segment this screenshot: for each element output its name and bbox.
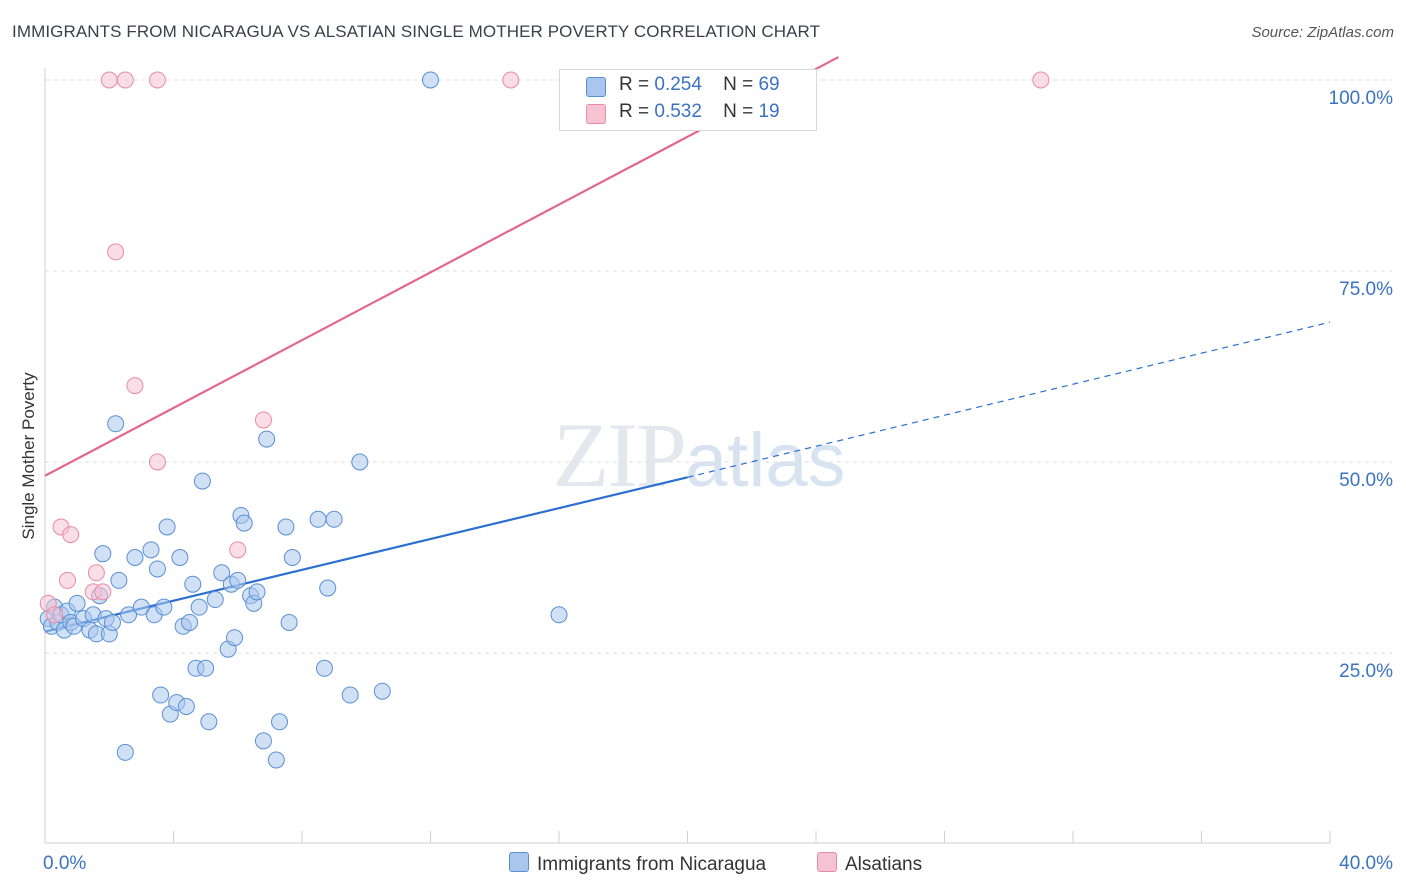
point-alsatians (94, 583, 112, 601)
point-nicaragua (341, 686, 359, 704)
point-nicaragua (200, 713, 218, 731)
point-nicaragua (197, 659, 215, 677)
point-alsatians (229, 541, 247, 559)
y-tick-label: 25.0% (1339, 661, 1393, 682)
legend-n-value: 69 (758, 74, 780, 95)
point-nicaragua (158, 518, 176, 536)
point-nicaragua (226, 629, 244, 647)
point-nicaragua (351, 453, 369, 471)
watermark-zip: ZIP (553, 404, 687, 506)
bottom-legend-label: Immigrants from Nicaragua (537, 854, 767, 875)
y-tick-label: 100.0% (1329, 88, 1394, 109)
legend-swatch-blue (586, 77, 606, 97)
point-alsatians (58, 571, 76, 589)
legend-r-label: R = (619, 74, 650, 95)
legend-n-value: 19 (758, 101, 780, 122)
point-alsatians (87, 564, 105, 582)
point-nicaragua (229, 571, 247, 589)
point-alsatians (46, 606, 64, 624)
point-nicaragua (254, 732, 272, 750)
watermark-atlas: atlas (685, 418, 846, 503)
point-nicaragua (177, 697, 195, 715)
point-nicaragua (315, 659, 333, 677)
point-nicaragua (258, 430, 276, 448)
point-nicaragua (68, 594, 86, 612)
point-alsatians (126, 377, 144, 395)
point-nicaragua (319, 579, 337, 597)
chart-title: IMMIGRANTS FROM NICARAGUA VS ALSATIAN SI… (12, 22, 821, 41)
source-label: Source: ZipAtlas.com (1251, 24, 1394, 41)
point-nicaragua (267, 751, 285, 769)
point-nicaragua (283, 549, 301, 566)
point-nicaragua (206, 591, 224, 609)
legend-r-value: 0.532 (654, 101, 702, 122)
bottom-legend-nicaragua: Immigrants from Nicaragua (509, 852, 766, 876)
x-tick-label: 40.0% (1339, 853, 1393, 874)
point-nicaragua (235, 514, 253, 532)
point-nicaragua (116, 743, 134, 761)
legend-n-label: N = (723, 74, 754, 95)
legend-box: R = 0.254 N = 69 R = 0.532 N = 19 (559, 69, 817, 131)
point-nicaragua (132, 598, 150, 616)
point-alsatians (1032, 71, 1050, 89)
y-axis-label: Single Mother Poverty (19, 372, 38, 540)
point-nicaragua (142, 541, 160, 559)
point-nicaragua (94, 545, 112, 563)
point-nicaragua (181, 613, 199, 631)
point-nicaragua (152, 686, 170, 704)
legend-swatch-pink (586, 104, 606, 124)
point-alsatians (254, 411, 272, 429)
point-alsatians (502, 71, 520, 89)
point-alsatians (107, 243, 125, 261)
point-nicaragua (110, 571, 128, 589)
trendline-nicaragua (44, 476, 688, 633)
point-nicaragua (107, 415, 125, 433)
point-nicaragua (184, 575, 202, 593)
point-alsatians (148, 71, 166, 89)
point-nicaragua (190, 598, 208, 616)
bottom-legend-label: Alsatians (845, 854, 923, 875)
point-nicaragua (309, 510, 327, 528)
x-tick-label: 0.0% (43, 853, 86, 874)
point-nicaragua (148, 560, 166, 578)
watermark: ZIPatlas (553, 402, 846, 508)
point-nicaragua (280, 613, 298, 631)
point-nicaragua (373, 682, 391, 700)
trendline-nicaragua-extension (687, 321, 1331, 478)
grid (45, 79, 1392, 654)
point-nicaragua (193, 472, 211, 490)
bottom-swatch-blue (509, 852, 529, 872)
point-nicaragua (422, 71, 439, 89)
point-alsatians (148, 453, 166, 471)
tick-labels: 25.0% 50.0% 75.0% 100.0% 0.0% 40.0% Single Mot… (19, 88, 1393, 874)
y-tick-label: 50.0% (1339, 470, 1393, 491)
point-nicaragua (120, 606, 138, 624)
legend-r-label: R = (619, 101, 650, 122)
point-nicaragua (103, 613, 121, 631)
point-nicaragua (325, 510, 343, 528)
axes (44, 68, 1331, 844)
bottom-swatch-pink (817, 852, 837, 872)
legend-r-value: 0.254 (654, 74, 702, 95)
point-nicaragua (155, 598, 173, 616)
point-nicaragua (171, 549, 189, 566)
point-nicaragua (550, 606, 568, 624)
y-tick-label: 75.0% (1339, 279, 1393, 300)
point-nicaragua (213, 564, 231, 582)
point-alsatians (100, 71, 118, 89)
legend-n-label: N = (723, 101, 754, 122)
data-points (39, 71, 1050, 769)
point-nicaragua (277, 518, 295, 536)
point-alsatians (62, 526, 80, 544)
point-nicaragua (271, 713, 289, 731)
point-nicaragua (248, 583, 266, 601)
bottom-legend-alsatians: Alsatians (817, 852, 922, 876)
point-alsatians (116, 71, 134, 89)
point-nicaragua (126, 549, 144, 566)
